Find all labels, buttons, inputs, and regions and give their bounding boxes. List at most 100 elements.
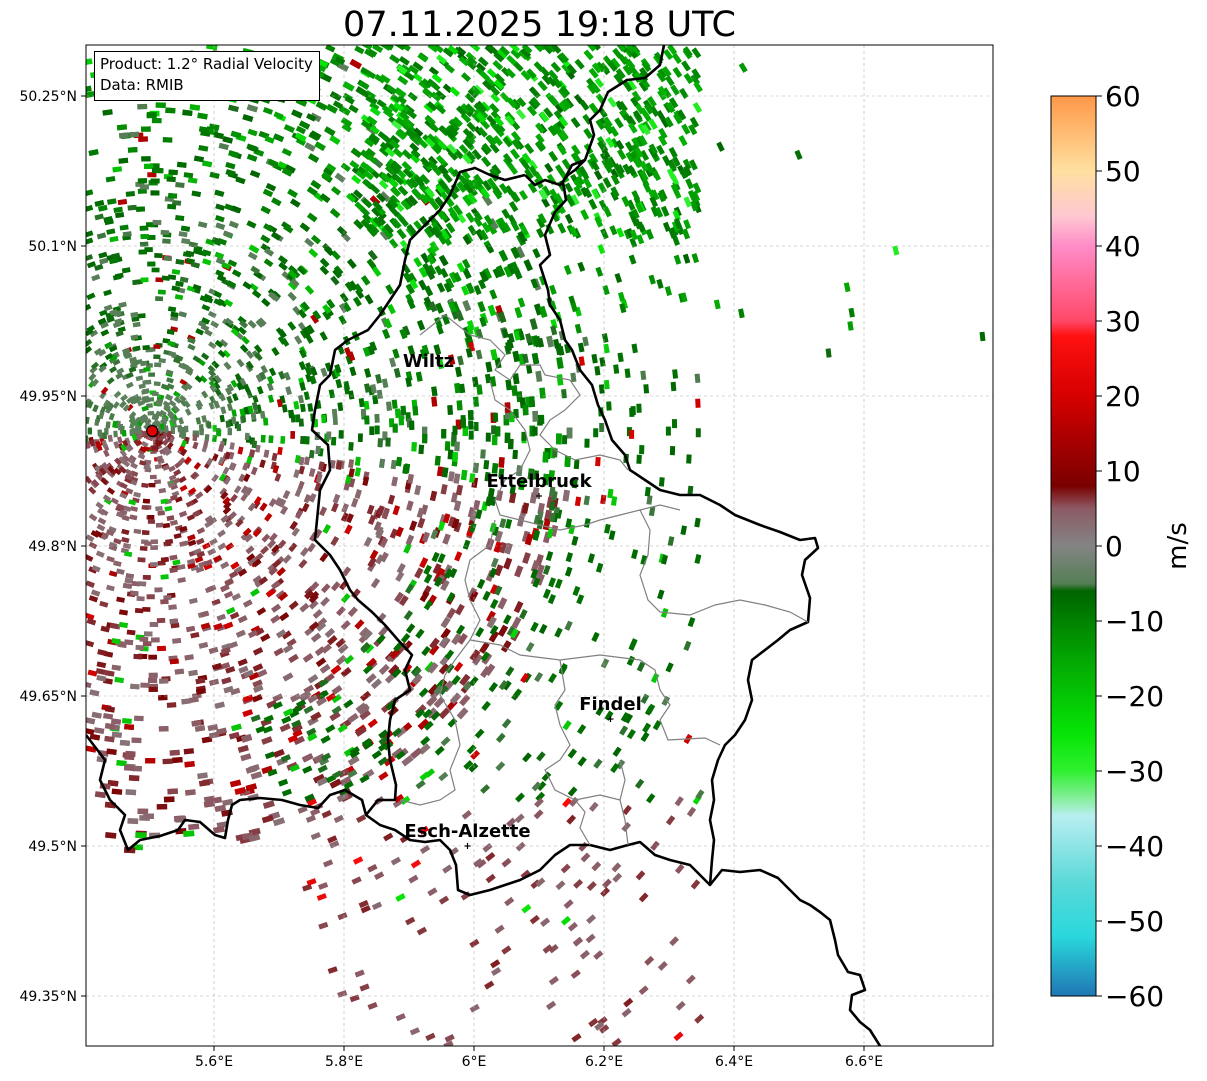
velocity-cell [213,826,225,834]
velocity-cell [630,215,639,227]
velocity-cell [407,194,419,206]
velocity-cell [330,186,342,196]
velocity-cell [214,701,225,709]
velocity-cell [431,73,443,84]
velocity-cell [570,302,578,313]
velocity-cell [318,461,325,471]
velocity-cell [654,206,664,218]
velocity-cell [656,71,667,83]
velocity-cell [397,185,409,197]
velocity-cell [207,310,217,319]
velocity-cell [532,248,541,259]
velocity-cell [446,143,458,155]
velocity-cell [251,440,258,449]
velocity-cell [330,581,341,592]
velocity-cell [366,115,378,126]
velocity-cell [554,627,563,638]
velocity-cell [536,751,546,762]
velocity-cell [275,590,286,600]
velocity-cell [614,117,624,129]
velocity-cell [272,559,282,569]
velocity-cell [139,416,148,425]
velocity-cell [561,98,572,110]
velocity-cell [383,318,393,329]
velocity-cell [230,379,238,388]
velocity-cell [223,476,231,485]
velocity-cell [421,646,431,657]
velocity-cell [122,347,131,355]
velocity-cell [461,258,471,270]
velocity-cell [173,469,182,477]
velocity-cell [364,90,377,100]
velocity-cell [287,188,298,198]
velocity-cell [335,637,346,648]
velocity-cell [360,643,371,654]
velocity-cell [144,631,153,637]
velocity-cell [391,399,398,409]
velocity-cell [399,45,411,52]
velocity-cell [127,146,138,153]
velocity-cell [306,727,317,737]
velocity-cell [543,107,554,119]
velocity-cell [504,114,516,126]
velocity-cell [451,518,460,530]
velocity-cell [369,183,381,195]
velocity-cell [125,191,136,197]
velocity-cell [86,204,94,213]
velocity-cell [485,243,495,254]
velocity-cell [491,425,497,435]
velocity-cell [395,750,406,760]
velocity-cell [387,303,396,315]
velocity-cell [103,399,111,408]
velocity-cell [426,133,438,144]
velocity-cell [279,612,290,622]
velocity-cell [382,45,394,51]
velocity-cell [466,56,478,67]
velocity-cell [338,315,347,325]
velocity-cell [228,570,239,579]
velocity-cell [695,398,701,408]
velocity-cell [278,498,287,508]
velocity-cell [354,467,361,477]
velocity-cell [490,959,501,969]
velocity-cell [86,534,95,543]
velocity-cell [250,714,261,723]
velocity-cell [564,620,573,631]
velocity-cell [486,616,497,629]
velocity-cell [231,416,237,425]
velocity-cell [500,640,512,653]
velocity-cell [133,528,142,535]
velocity-cell [335,460,343,470]
velocity-cell [111,731,122,738]
velocity-cell [600,658,610,669]
velocity-cell [693,81,703,93]
velocity-cell [470,85,482,96]
velocity-cell [196,550,206,558]
velocity-cell [591,631,600,643]
velocity-cell [278,328,287,339]
velocity-cell [465,150,477,162]
velocity-cell [371,207,382,217]
velocity-cell [349,366,357,377]
velocity-cell [179,394,187,403]
velocity-cell [183,172,194,179]
velocity-cell [359,709,371,721]
velocity-cell [130,311,139,318]
velocity-cell [399,328,408,340]
velocity-cell [218,393,226,402]
velocity-cell [195,566,205,574]
velocity-cell [146,112,157,118]
velocity-cell [364,415,370,425]
velocity-cell [308,248,319,258]
velocity-cell [422,708,433,719]
velocity-cell [570,372,577,383]
velocity-cell [298,361,307,371]
velocity-cell [112,321,122,329]
velocity-cell [493,51,505,63]
velocity-cell [391,476,398,487]
velocity-cell [95,440,101,449]
velocity-cell [318,882,329,890]
velocity-cell [398,110,410,122]
velocity-cell [184,382,193,390]
